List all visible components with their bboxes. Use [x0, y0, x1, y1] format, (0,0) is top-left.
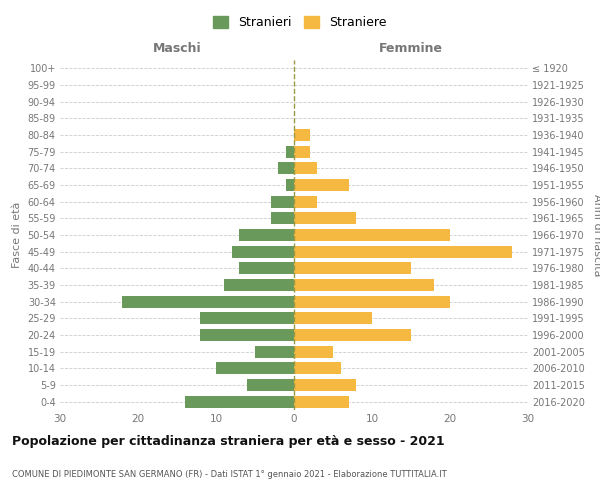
Text: Maschi: Maschi [152, 42, 202, 55]
Bar [239, 229, 294, 241]
Bar [247, 379, 294, 391]
Legend: Stranieri, Straniere: Stranieri, Straniere [208, 11, 392, 34]
Y-axis label: Anni di nascita: Anni di nascita [592, 194, 600, 276]
Bar [294, 312, 372, 324]
Bar [216, 362, 294, 374]
Text: COMUNE DI PIEDIMONTE SAN GERMANO (FR) - Dati ISTAT 1° gennaio 2021 - Elaborazion: COMUNE DI PIEDIMONTE SAN GERMANO (FR) - … [12, 470, 447, 479]
Bar [224, 279, 294, 291]
Bar [294, 296, 450, 308]
Bar [255, 346, 294, 358]
Bar [200, 312, 294, 324]
Bar [294, 179, 349, 191]
Bar [294, 129, 310, 141]
Bar [294, 346, 333, 358]
Bar [294, 246, 512, 258]
Bar [185, 396, 294, 407]
Bar [294, 329, 411, 341]
Bar [294, 196, 317, 207]
Bar [294, 379, 356, 391]
Bar [239, 262, 294, 274]
Bar [122, 296, 294, 308]
Bar [294, 229, 450, 241]
Bar [232, 246, 294, 258]
Bar [286, 146, 294, 158]
Bar [278, 162, 294, 174]
Bar [286, 179, 294, 191]
Bar [294, 162, 317, 174]
Bar [294, 262, 411, 274]
Y-axis label: Fasce di età: Fasce di età [12, 202, 22, 268]
Bar [200, 329, 294, 341]
Bar [294, 362, 341, 374]
Text: Popolazione per cittadinanza straniera per età e sesso - 2021: Popolazione per cittadinanza straniera p… [12, 435, 445, 448]
Text: Femmine: Femmine [379, 42, 443, 55]
Bar [271, 196, 294, 207]
Bar [294, 279, 434, 291]
Bar [294, 146, 310, 158]
Bar [271, 212, 294, 224]
Bar [294, 396, 349, 407]
Bar [294, 212, 356, 224]
